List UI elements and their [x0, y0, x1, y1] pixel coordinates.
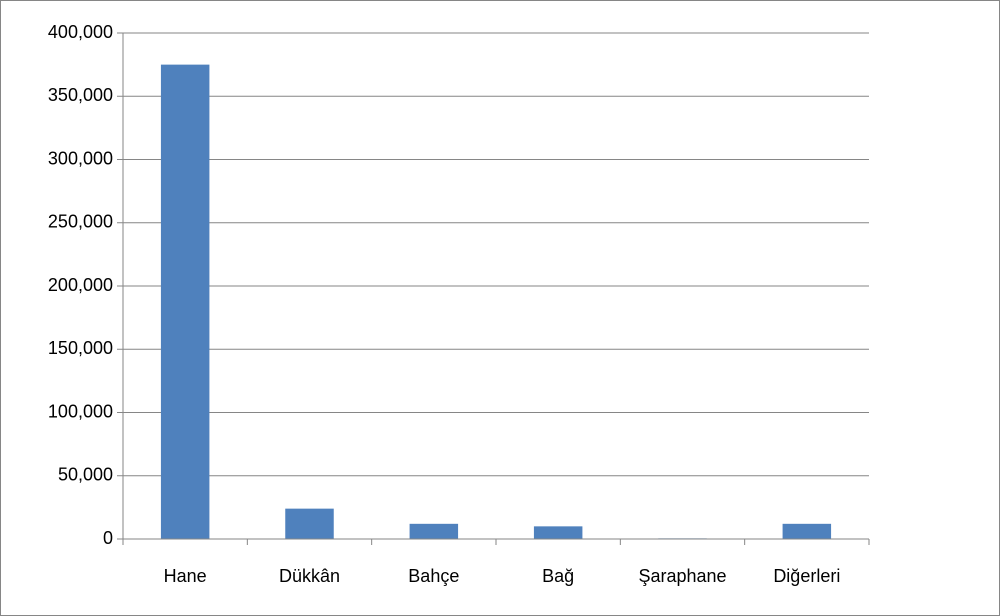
y-tick-label: 50,000 [58, 465, 113, 485]
y-tick-label: 100,000 [48, 401, 113, 421]
x-tick-label: Diğerleri [773, 566, 840, 586]
x-tick-label: Dükkân [279, 566, 340, 586]
y-tick-label: 300,000 [48, 148, 113, 168]
bar [285, 508, 334, 539]
y-tick-label: 200,000 [48, 275, 113, 295]
bar [782, 523, 832, 539]
x-tick-label: Bağ [542, 566, 574, 586]
y-tick-label: 400,000 [48, 22, 113, 42]
bar [409, 523, 459, 539]
y-tick-label: 350,000 [48, 85, 113, 105]
y-tick-label: 0 [103, 528, 113, 548]
x-tick-label: Bahçe [408, 566, 459, 586]
y-tick-label: 150,000 [48, 338, 113, 358]
y-tick-label: 250,000 [48, 212, 113, 232]
bar [533, 526, 583, 539]
x-tick-label: Hane [164, 566, 207, 586]
bar [160, 64, 210, 539]
x-tick-label: Şaraphane [638, 566, 726, 586]
